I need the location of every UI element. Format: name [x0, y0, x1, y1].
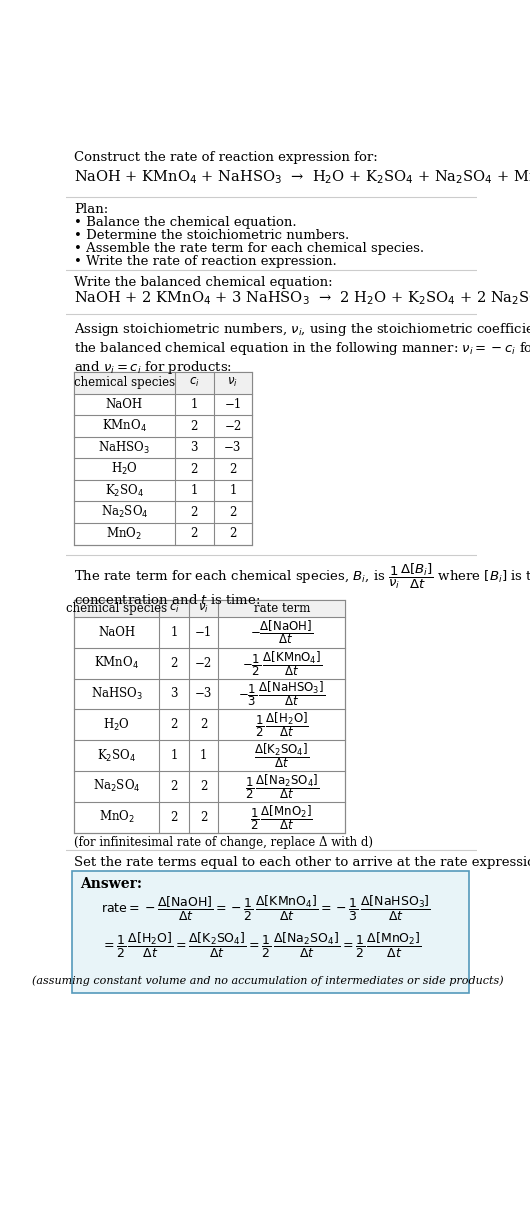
Text: (assuming constant volume and no accumulation of intermediates or side products): (assuming constant volume and no accumul…: [32, 976, 503, 987]
Text: The rate term for each chemical species, $B_i$, is $\dfrac{1}{\nu_i}\dfrac{\Delt: The rate term for each chemical species,…: [74, 562, 530, 608]
Bar: [73, 871, 469, 993]
Bar: [74, 372, 252, 394]
Text: $\mathrm{rate} = -\dfrac{\Delta[\mathrm{NaOH}]}{\Delta t} = -\dfrac{1}{2}\,\dfra: $\mathrm{rate} = -\dfrac{\Delta[\mathrm{…: [101, 894, 431, 923]
Bar: [74, 372, 252, 545]
Text: K$_2$SO$_4$: K$_2$SO$_4$: [97, 748, 136, 763]
Text: 2: 2: [190, 506, 198, 518]
Text: 2: 2: [170, 780, 178, 792]
Text: Construct the rate of reaction expression for:: Construct the rate of reaction expressio…: [74, 151, 378, 164]
Text: NaHSO$_3$: NaHSO$_3$: [91, 686, 143, 702]
Bar: [74, 600, 345, 832]
Text: −1: −1: [195, 626, 212, 639]
Text: NaOH: NaOH: [98, 626, 135, 639]
Text: NaOH + KMnO$_4$ + NaHSO$_3$  →  H$_2$O + K$_2$SO$_4$ + Na$_2$SO$_4$ + MnO$_2$: NaOH + KMnO$_4$ + NaHSO$_3$ → H$_2$O + K…: [74, 168, 530, 186]
Text: 1: 1: [200, 749, 207, 762]
Text: −3: −3: [195, 687, 212, 701]
Text: • Write the rate of reaction expression.: • Write the rate of reaction expression.: [74, 255, 337, 268]
Text: $c_i$: $c_i$: [189, 377, 199, 389]
Text: Answer:: Answer:: [80, 877, 142, 892]
Text: 1: 1: [190, 397, 198, 411]
Text: $\dfrac{1}{2}\,\dfrac{\Delta[\mathrm{Na_2SO_4}]}{\Delta t}$: $\dfrac{1}{2}\,\dfrac{\Delta[\mathrm{Na_…: [245, 772, 319, 801]
Text: $-\dfrac{1}{3}\,\dfrac{\Delta[\mathrm{NaHSO_3}]}{\Delta t}$: $-\dfrac{1}{3}\,\dfrac{\Delta[\mathrm{Na…: [238, 680, 325, 708]
Text: −3: −3: [224, 441, 242, 454]
Text: 2: 2: [190, 528, 198, 540]
Text: $\nu_i$: $\nu_i$: [227, 377, 238, 389]
Text: NaOH + 2 KMnO$_4$ + 3 NaHSO$_3$  →  2 H$_2$O + K$_2$SO$_4$ + 2 Na$_2$SO$_4$ + 2 : NaOH + 2 KMnO$_4$ + 3 NaHSO$_3$ → 2 H$_2…: [74, 290, 530, 307]
Text: • Determine the stoichiometric numbers.: • Determine the stoichiometric numbers.: [74, 228, 349, 242]
Text: KMnO$_4$: KMnO$_4$: [94, 655, 139, 672]
Text: H$_2$O: H$_2$O: [103, 716, 130, 733]
Text: $\dfrac{1}{2}\,\dfrac{\Delta[\mathrm{H_2O}]}{\Delta t}$: $\dfrac{1}{2}\,\dfrac{\Delta[\mathrm{H_2…: [255, 710, 308, 739]
Text: 1: 1: [170, 749, 178, 762]
Text: H$_2$O: H$_2$O: [111, 461, 138, 477]
Text: 2: 2: [170, 719, 178, 731]
Text: −1: −1: [224, 397, 242, 411]
Text: $-\dfrac{1}{2}\,\dfrac{\Delta[\mathrm{KMnO_4}]}{\Delta t}$: $-\dfrac{1}{2}\,\dfrac{\Delta[\mathrm{KM…: [242, 649, 322, 678]
Text: 2: 2: [229, 463, 236, 476]
Text: $\dfrac{\Delta[\mathrm{K_2SO_4}]}{\Delta t}$: $\dfrac{\Delta[\mathrm{K_2SO_4}]}{\Delta…: [254, 742, 309, 769]
Text: K$_2$SO$_4$: K$_2$SO$_4$: [105, 483, 144, 499]
Text: $= \dfrac{1}{2}\,\dfrac{\Delta[\mathrm{H_2O}]}{\Delta t} = \dfrac{\Delta[\mathrm: $= \dfrac{1}{2}\,\dfrac{\Delta[\mathrm{H…: [101, 931, 422, 960]
Text: $c_i$: $c_i$: [169, 602, 179, 615]
Text: NaOH: NaOH: [106, 397, 143, 411]
Text: $\dfrac{1}{2}\,\dfrac{\Delta[\mathrm{MnO_2}]}{\Delta t}$: $\dfrac{1}{2}\,\dfrac{\Delta[\mathrm{MnO…: [250, 803, 313, 831]
Text: 2: 2: [229, 506, 236, 518]
Text: • Balance the chemical equation.: • Balance the chemical equation.: [74, 216, 297, 228]
Text: 2: 2: [170, 811, 178, 824]
Text: Set the rate terms equal to each other to arrive at the rate expression:: Set the rate terms equal to each other t…: [74, 855, 530, 869]
Text: 2: 2: [170, 657, 178, 669]
Text: 2: 2: [190, 419, 198, 432]
Text: NaHSO$_3$: NaHSO$_3$: [99, 440, 151, 455]
Text: MnO$_2$: MnO$_2$: [107, 525, 142, 542]
Text: 1: 1: [190, 484, 198, 498]
Text: 3: 3: [190, 441, 198, 454]
Text: chemical species: chemical species: [74, 377, 175, 389]
Text: Na$_2$SO$_4$: Na$_2$SO$_4$: [101, 504, 148, 521]
Text: • Assemble the rate term for each chemical species.: • Assemble the rate term for each chemic…: [74, 242, 424, 255]
Text: chemical species: chemical species: [66, 602, 167, 615]
Text: (for infinitesimal rate of change, replace Δ with d): (for infinitesimal rate of change, repla…: [74, 836, 373, 849]
Text: 2: 2: [229, 528, 236, 540]
Text: KMnO$_4$: KMnO$_4$: [102, 418, 147, 434]
Text: rate term: rate term: [253, 602, 310, 615]
Text: Assign stoichiometric numbers, $\nu_i$, using the stoichiometric coefficients, $: Assign stoichiometric numbers, $\nu_i$, …: [74, 320, 530, 377]
Text: 1: 1: [229, 484, 236, 498]
Text: 1: 1: [170, 626, 178, 639]
Text: −2: −2: [195, 657, 212, 669]
Text: 2: 2: [200, 780, 207, 792]
Text: MnO$_2$: MnO$_2$: [99, 809, 135, 825]
Text: $-\dfrac{\Delta[\mathrm{NaOH}]}{\Delta t}$: $-\dfrac{\Delta[\mathrm{NaOH}]}{\Delta t…: [250, 618, 313, 646]
Text: −2: −2: [224, 419, 242, 432]
Text: 2: 2: [200, 719, 207, 731]
Bar: [74, 600, 345, 617]
Text: Plan:: Plan:: [74, 203, 108, 216]
Text: 2: 2: [200, 811, 207, 824]
Text: Write the balanced chemical equation:: Write the balanced chemical equation:: [74, 275, 333, 289]
Text: 2: 2: [190, 463, 198, 476]
Text: Na$_2$SO$_4$: Na$_2$SO$_4$: [93, 778, 140, 795]
Text: 3: 3: [170, 687, 178, 701]
Text: $\nu_i$: $\nu_i$: [198, 602, 209, 615]
